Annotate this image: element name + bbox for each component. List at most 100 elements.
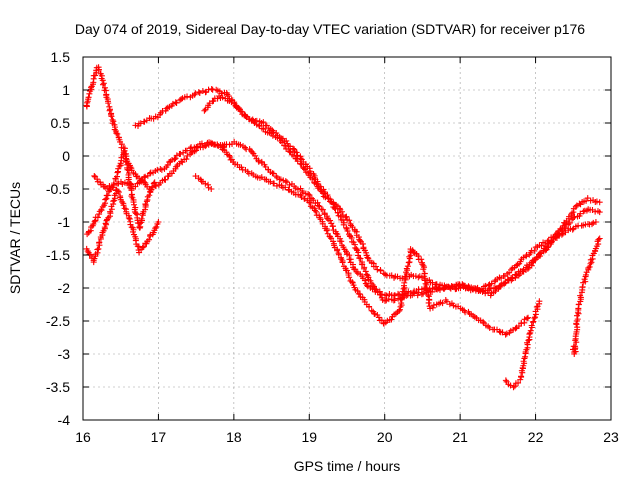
y-tick-label: -0.5 xyxy=(46,181,70,197)
data-point xyxy=(153,223,160,230)
data-point xyxy=(436,286,443,293)
data-point xyxy=(173,152,180,159)
data-point xyxy=(305,191,312,198)
data-point xyxy=(362,268,369,275)
data-point xyxy=(205,184,212,191)
data-point xyxy=(525,337,532,344)
data-point xyxy=(329,223,336,230)
data-point xyxy=(116,163,123,170)
data-point xyxy=(581,276,588,283)
data-point xyxy=(492,288,499,295)
data-point xyxy=(523,315,530,322)
data-point xyxy=(533,304,540,311)
data-point xyxy=(540,248,547,255)
data-point xyxy=(406,253,413,260)
data-point xyxy=(396,306,403,313)
data-point xyxy=(580,208,587,215)
data-point xyxy=(433,281,440,288)
data-point xyxy=(131,201,138,208)
series-track-5 xyxy=(201,92,603,304)
data-point xyxy=(410,289,417,296)
data-point xyxy=(297,155,304,162)
x-axis-label: GPS time / hours xyxy=(294,458,401,474)
data-point xyxy=(499,329,506,336)
data-point xyxy=(117,160,124,167)
data-point xyxy=(306,199,313,206)
data-point xyxy=(354,287,361,294)
y-tick-label: -2.5 xyxy=(46,313,70,329)
data-point xyxy=(187,145,194,152)
data-point xyxy=(120,202,127,209)
data-point xyxy=(502,377,509,384)
y-axis-label: SDTVAR / TECUs xyxy=(7,182,23,294)
series-track-7 xyxy=(83,64,154,192)
data-point xyxy=(404,263,411,270)
data-point xyxy=(231,99,238,106)
data-point xyxy=(338,238,345,245)
data-point xyxy=(306,191,313,198)
data-point xyxy=(361,277,368,284)
data-point xyxy=(109,184,116,191)
data-point xyxy=(283,137,290,144)
data-point xyxy=(512,325,519,332)
data-point xyxy=(102,196,109,203)
data-point xyxy=(163,105,170,112)
data-point xyxy=(418,291,425,298)
data-point xyxy=(94,246,101,253)
data-point xyxy=(258,174,265,181)
data-point xyxy=(132,210,139,217)
y-tick-label: 1.5 xyxy=(51,49,71,65)
data-point xyxy=(590,219,597,226)
data-point xyxy=(309,175,316,182)
data-point xyxy=(139,244,146,251)
data-point xyxy=(328,235,335,242)
data-point xyxy=(377,291,384,298)
data-point xyxy=(150,180,157,187)
data-point xyxy=(536,298,543,305)
data-point xyxy=(317,183,324,190)
data-point xyxy=(530,318,537,325)
data-point xyxy=(418,256,425,263)
data-point xyxy=(569,226,576,233)
data-point xyxy=(344,227,351,234)
data-point xyxy=(511,383,518,390)
data-point xyxy=(340,221,347,228)
data-point xyxy=(382,297,389,304)
data-point xyxy=(429,279,436,286)
data-point xyxy=(355,252,362,259)
data-point xyxy=(364,254,371,261)
data-point xyxy=(592,219,599,225)
data-point xyxy=(178,96,185,103)
data-point xyxy=(396,291,403,298)
data-point xyxy=(331,205,338,212)
data-point xyxy=(114,187,121,194)
data-point xyxy=(579,283,586,290)
data-point xyxy=(208,85,215,92)
data-point xyxy=(339,259,346,266)
data-point xyxy=(439,300,446,307)
data-point xyxy=(114,130,121,137)
data-point xyxy=(172,99,179,106)
data-point xyxy=(363,249,370,256)
x-tick-label: 18 xyxy=(226,429,242,445)
data-point xyxy=(418,274,425,281)
data-point xyxy=(414,292,421,299)
data-point xyxy=(536,250,543,257)
data-point xyxy=(183,147,190,154)
data-point xyxy=(105,100,112,107)
data-point xyxy=(520,358,527,365)
data-point xyxy=(127,164,134,171)
data-point xyxy=(146,192,153,199)
data-point xyxy=(324,192,331,199)
data-point xyxy=(588,221,595,228)
data-point xyxy=(429,288,436,295)
data-point xyxy=(91,218,98,225)
y-tick-label: 0 xyxy=(62,148,70,164)
y-tick-label: -3.5 xyxy=(46,379,70,395)
data-point xyxy=(199,87,206,94)
data-point xyxy=(323,227,330,234)
data-point xyxy=(378,317,385,324)
data-point xyxy=(119,198,126,205)
data-point xyxy=(214,141,221,148)
data-point xyxy=(512,271,519,278)
